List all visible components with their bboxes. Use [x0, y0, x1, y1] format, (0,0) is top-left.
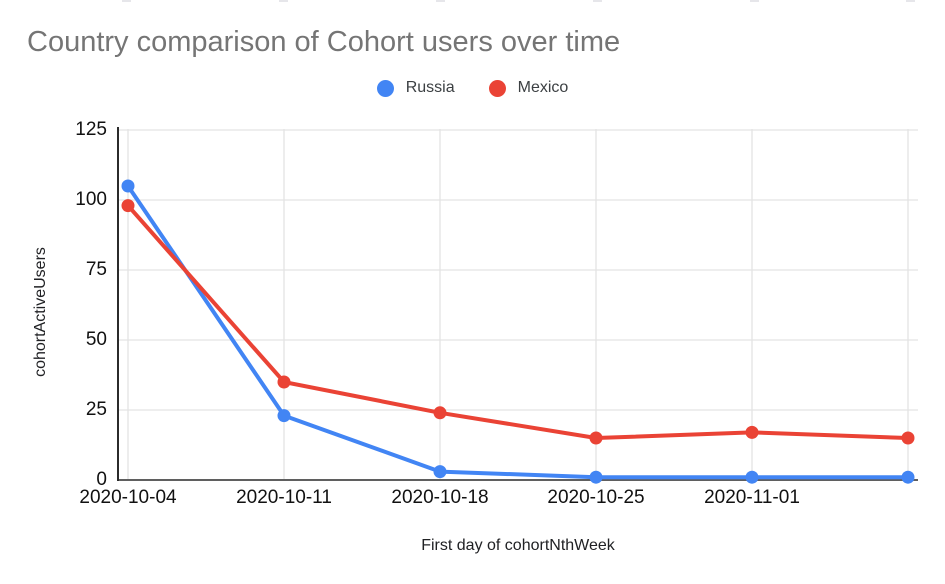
legend-item-russia: Russia [376, 78, 455, 98]
x-tick-label: 2020-10-11 [236, 487, 332, 508]
legend-label: Russia [405, 79, 455, 96]
x-axis-title: First day of cohortNthWeek [421, 537, 615, 554]
legend-marker-circle-icon [488, 79, 506, 97]
y-tick-label: 25 [85, 399, 107, 420]
y-tick-label: 50 [85, 329, 107, 350]
x-tick-label: 2020-10-04 [79, 487, 177, 508]
x-tick-label: 2020-10-25 [547, 487, 645, 508]
legend-marker-circle-icon [376, 79, 394, 97]
chart-legend: Russia Mexico [0, 78, 945, 98]
y-tick-label: 125 [75, 119, 107, 140]
x-tick-label: 2020-10-18 [391, 487, 489, 508]
y-axis-title: cohortActiveUsers [32, 247, 49, 377]
legend-label: Mexico [517, 79, 569, 96]
legend-item-mexico: Mexico [488, 78, 569, 98]
chart-title: Country comparison of Cohort users over … [27, 26, 621, 58]
y-tick-label: 100 [75, 189, 107, 210]
y-tick-label: 75 [85, 259, 107, 280]
cropped-content-artifact [0, 0, 945, 3]
x-tick-label: 2020-11-01 [704, 487, 800, 508]
y-tick-label: 0 [96, 469, 107, 490]
